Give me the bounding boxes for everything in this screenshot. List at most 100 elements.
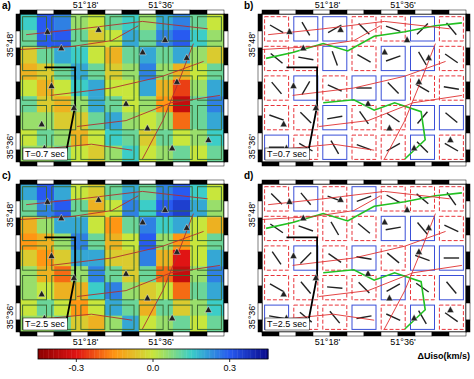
velocity-cell xyxy=(139,47,157,64)
station xyxy=(411,144,418,151)
colorbar-swatch xyxy=(97,349,100,359)
fast-axis xyxy=(387,113,400,122)
panel-label: c) xyxy=(2,170,11,181)
map-background xyxy=(20,14,224,162)
velocity-cell xyxy=(71,64,89,81)
fast-axis xyxy=(302,22,310,35)
boundary-black xyxy=(45,237,76,329)
frame-band xyxy=(88,180,105,184)
resolution-box xyxy=(110,46,134,70)
station xyxy=(286,198,293,205)
frame-band xyxy=(37,10,54,14)
colorbar-swatch xyxy=(250,349,253,359)
colorbar-swatch xyxy=(140,349,143,359)
anisotropy-box xyxy=(323,76,347,100)
frame-band xyxy=(296,162,313,166)
colorbar-swatch xyxy=(258,349,261,359)
frame-band xyxy=(54,180,71,184)
colorbar-swatch xyxy=(107,349,110,359)
colorbar-swatch xyxy=(191,349,194,359)
colorbar-swatch xyxy=(87,349,90,359)
frame-band xyxy=(258,133,262,150)
frame-band xyxy=(279,10,296,14)
anisotropy-box xyxy=(265,276,289,300)
frame-band xyxy=(122,332,139,336)
fast-axis xyxy=(386,56,400,61)
frame-band xyxy=(466,286,470,303)
colorbar-swatch xyxy=(79,349,82,359)
station xyxy=(425,54,432,61)
frame-band xyxy=(173,180,190,184)
station xyxy=(286,28,293,35)
lon-tick-label: 51°36' xyxy=(390,337,416,347)
lat-tick-label: 35°48' xyxy=(5,32,15,58)
frame-band xyxy=(122,180,139,184)
fault-line xyxy=(384,214,435,329)
frame-band xyxy=(466,65,470,82)
frame-band xyxy=(258,235,262,252)
velocity-cell xyxy=(88,234,105,251)
colorbar-swatch xyxy=(214,349,217,359)
frame-band xyxy=(258,218,262,235)
frame-band xyxy=(449,10,466,14)
resolution-box xyxy=(139,216,163,240)
colorbar-swatch xyxy=(179,349,182,359)
frame-band xyxy=(173,332,190,336)
fast-axis xyxy=(444,257,459,258)
station xyxy=(162,36,169,43)
frame-band xyxy=(466,320,470,332)
fast-axis xyxy=(445,54,458,63)
frame-band xyxy=(16,269,20,286)
resolution-box xyxy=(139,76,163,100)
colorbar-swatch xyxy=(46,349,49,359)
fast-axis xyxy=(418,223,428,235)
anisotropy-box xyxy=(323,135,347,159)
colorbar-swatch xyxy=(76,349,79,359)
resolution-box xyxy=(23,46,47,70)
frame-band xyxy=(466,218,470,235)
fast-axis xyxy=(446,113,458,123)
velocity-cell xyxy=(88,80,105,97)
velocity-cell xyxy=(173,96,191,113)
frame-band xyxy=(139,10,156,14)
frame-band xyxy=(71,162,88,166)
fast-axis xyxy=(360,111,369,124)
panel-label: d) xyxy=(244,170,253,181)
velocity-cell xyxy=(105,200,123,217)
colorbar-swatch xyxy=(242,349,245,359)
fault-line xyxy=(262,196,380,220)
frame-band xyxy=(466,269,470,286)
velocity-cell xyxy=(173,217,191,234)
anisotropy-box xyxy=(352,46,376,70)
colorbar-swatch xyxy=(66,349,69,359)
station xyxy=(447,306,454,313)
panel-label: b) xyxy=(244,0,253,11)
frame-band xyxy=(432,180,449,184)
colorbar-swatch xyxy=(133,349,136,359)
velocity-cell xyxy=(156,96,173,113)
frame-band xyxy=(258,31,262,48)
frame-band xyxy=(466,235,470,252)
resolution-box xyxy=(23,17,47,41)
colorbar-swatch xyxy=(122,349,125,359)
velocity-cell xyxy=(190,217,207,234)
velocity-cell xyxy=(88,266,105,283)
station xyxy=(173,248,180,255)
frame-band xyxy=(347,180,364,184)
fast-axis xyxy=(357,55,370,63)
frame-band xyxy=(224,184,228,201)
station xyxy=(300,214,307,221)
frame-band xyxy=(224,116,228,133)
period-label: T=2.5 sec xyxy=(267,319,307,329)
colorbar-swatch xyxy=(204,349,207,359)
colorbar-swatch xyxy=(69,349,72,359)
frame-band xyxy=(224,82,228,99)
velocity-cell xyxy=(173,266,191,283)
station xyxy=(169,144,176,151)
station xyxy=(139,218,146,225)
map-frame xyxy=(262,14,466,162)
frame-band xyxy=(258,48,262,65)
fault-line xyxy=(262,26,380,50)
velocity-cell xyxy=(156,217,173,234)
velocity-cell xyxy=(173,112,191,129)
